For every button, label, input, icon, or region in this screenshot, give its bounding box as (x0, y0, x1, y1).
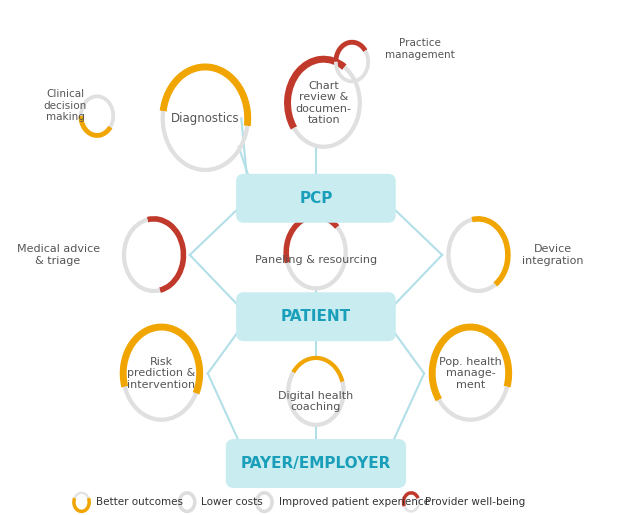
Text: Lower costs: Lower costs (202, 497, 263, 507)
Text: Risk
prediction &
intervention: Risk prediction & intervention (127, 357, 195, 390)
Text: Paneling & resourcing: Paneling & resourcing (255, 255, 377, 265)
Text: Medical advice
& triage: Medical advice & triage (16, 244, 100, 266)
Text: PATIENT: PATIENT (281, 309, 351, 324)
Text: Pop. health
manage-
ment: Pop. health manage- ment (439, 357, 502, 390)
Text: Chart
review &
documen-
tation: Chart review & documen- tation (296, 81, 352, 125)
FancyBboxPatch shape (236, 293, 396, 341)
Text: Diagnostics: Diagnostics (171, 112, 240, 125)
Text: Digital health
coaching: Digital health coaching (278, 391, 354, 413)
Text: Device
integration: Device integration (522, 244, 583, 266)
Text: PAYER/EMPLOYER: PAYER/EMPLOYER (241, 456, 391, 471)
Text: Practice
management: Practice management (386, 38, 456, 60)
FancyBboxPatch shape (236, 174, 396, 222)
Text: Provider well-being: Provider well-being (426, 497, 526, 507)
Text: PCP: PCP (300, 191, 333, 206)
Text: Better outcomes: Better outcomes (96, 497, 183, 507)
Text: Improved patient experience: Improved patient experience (279, 497, 430, 507)
FancyBboxPatch shape (226, 439, 406, 488)
Text: Clinical
decision
making: Clinical decision making (44, 89, 87, 122)
